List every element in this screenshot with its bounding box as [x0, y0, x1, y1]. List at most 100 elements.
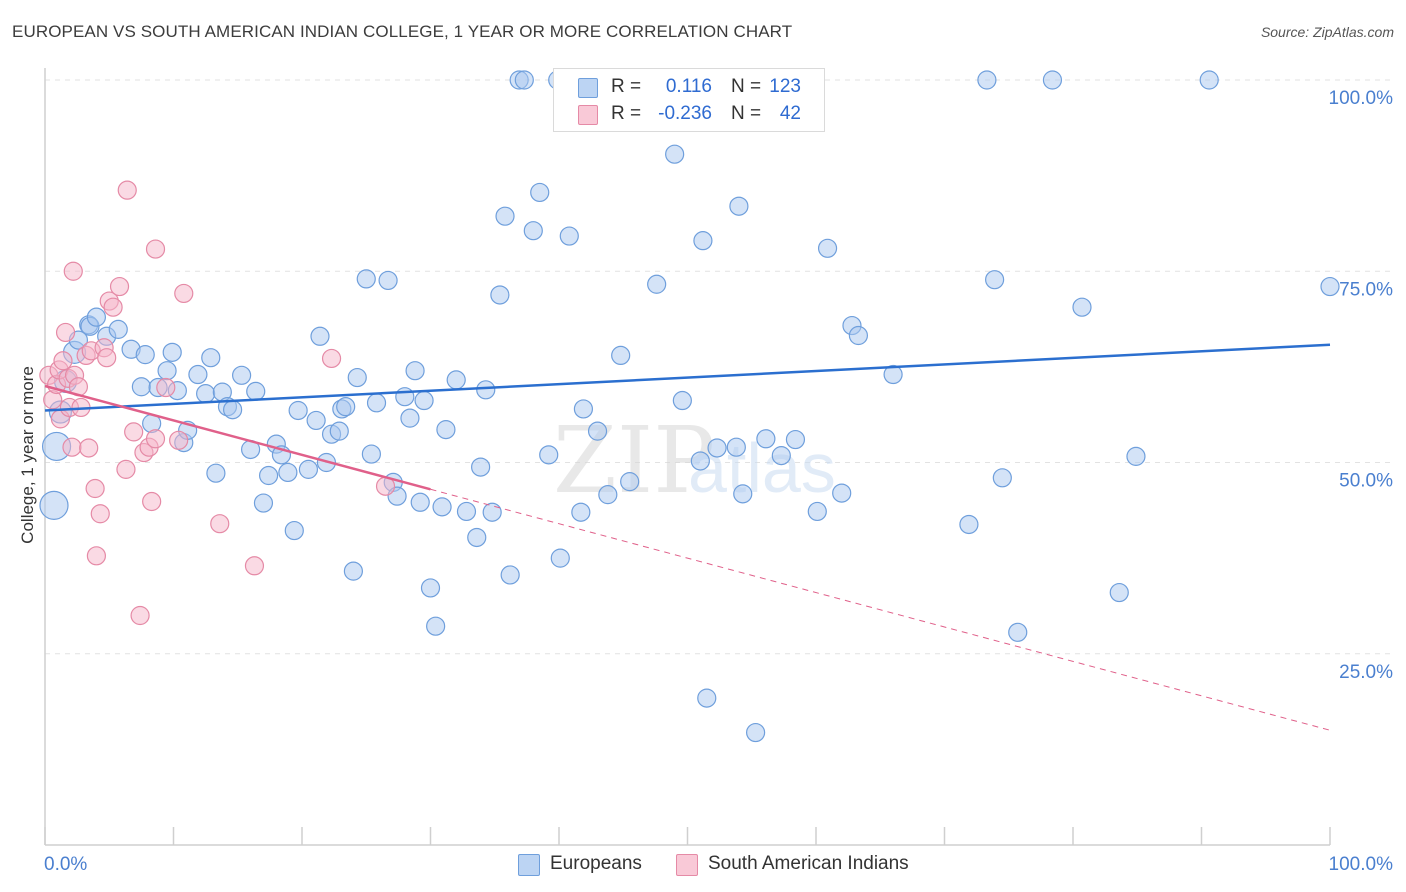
south-american-indian-point [53, 351, 73, 371]
legend-n-label: N = [731, 76, 762, 97]
european-point [707, 438, 727, 458]
legend-row-south-american-indians: R = -0.236 N = 42 [554, 102, 824, 128]
european-point [500, 565, 520, 585]
european-point [366, 393, 387, 413]
european-point [162, 342, 182, 362]
european-point [135, 345, 155, 365]
european-point [729, 196, 749, 216]
legend-r-label: R = [611, 103, 642, 124]
european-point [39, 490, 69, 520]
european-point [356, 269, 376, 289]
european-point [832, 483, 852, 503]
european-point [405, 361, 425, 381]
european-point [587, 421, 608, 441]
legend-row-europeans: R = 0.116 N = 123 [554, 75, 824, 101]
european-point [476, 380, 496, 400]
european-point [278, 462, 298, 483]
european-point [246, 381, 266, 401]
y-tick-label: 75.0% [1339, 279, 1393, 300]
south-american-indian-point [85, 478, 105, 499]
x-tick-label: 0.0% [44, 854, 87, 875]
european-point [530, 182, 550, 203]
european-point [188, 364, 208, 385]
european-point [420, 578, 441, 598]
european-point [426, 616, 446, 636]
source-credit: Source: ZipAtlas.com [1260, 24, 1394, 40]
european-point [807, 501, 827, 522]
axes [44, 68, 1331, 846]
european-point [848, 325, 869, 346]
european-point [573, 399, 594, 419]
european-point [598, 485, 618, 505]
european-point [693, 231, 713, 251]
european-trend-line [44, 343, 1331, 412]
bottom-legend-label: South American Indians [708, 853, 909, 874]
south-american-indian-trend-extension [430, 488, 1331, 731]
european-point [329, 421, 349, 441]
european-point [490, 285, 510, 305]
legend-swatch-blue [578, 78, 598, 98]
south-american-indian-point [145, 429, 166, 449]
european-point [347, 367, 367, 388]
south-american-indian-point [55, 322, 76, 343]
european-point [1109, 582, 1129, 603]
european-point [611, 345, 631, 365]
european-point [232, 365, 252, 385]
european-point [201, 348, 221, 368]
trend-lines [44, 343, 1331, 731]
south-american-indian-point [90, 504, 110, 524]
european-point [817, 238, 838, 258]
south-american-indian-point [244, 556, 265, 576]
south-american-indian-point [321, 348, 342, 369]
european-point [690, 451, 710, 471]
european-point [108, 319, 128, 339]
european-point [306, 410, 326, 431]
european-point [298, 459, 319, 479]
european-point [785, 429, 806, 450]
european-point [733, 484, 753, 504]
european-point [343, 561, 363, 581]
south-american-indian-point [109, 276, 130, 297]
south-american-indian-point [130, 605, 150, 626]
european-point [756, 429, 776, 449]
y-tick-label: 25.0% [1339, 662, 1393, 683]
european-point [539, 445, 559, 465]
bottom-legend-label: Europeans [550, 853, 642, 874]
european-point [378, 270, 398, 291]
european-point [697, 688, 717, 708]
european-point [672, 390, 692, 411]
european-point [336, 397, 356, 417]
european-point [985, 270, 1005, 290]
european-point [157, 361, 177, 381]
european-point [446, 370, 466, 390]
south-american-indian-point [79, 438, 99, 458]
legend-swatch-pink [578, 105, 598, 125]
european-point [456, 501, 477, 522]
european-point [131, 377, 151, 397]
european-point [400, 408, 420, 428]
european-point [550, 548, 570, 568]
european-point [471, 457, 491, 477]
european-point [647, 274, 667, 294]
european-point [523, 221, 543, 241]
european-point [395, 387, 415, 407]
european-point [992, 468, 1012, 488]
south-american-indian-point [86, 546, 107, 566]
european-point [726, 437, 746, 457]
legend-r-value: -0.236 [658, 103, 712, 124]
legend-n-label: N = [731, 103, 762, 124]
y-axis-label: College, 1 year or more [18, 366, 37, 544]
x-tick-label: 100.0% [1329, 854, 1394, 875]
european-point [514, 70, 534, 90]
european-point [410, 492, 430, 512]
european-point [86, 307, 107, 327]
european-point [288, 400, 308, 421]
correlation-legend: R = 0.116 N = 123 R = -0.236 N = 42 [553, 68, 825, 132]
south-american-indian-point [97, 348, 117, 368]
south-american-indian-point [117, 180, 137, 200]
european-point [1126, 446, 1146, 466]
european-point [467, 527, 487, 548]
european-point [310, 326, 330, 346]
south-american-indian-point [63, 261, 83, 281]
south-american-indian-point [116, 459, 136, 479]
